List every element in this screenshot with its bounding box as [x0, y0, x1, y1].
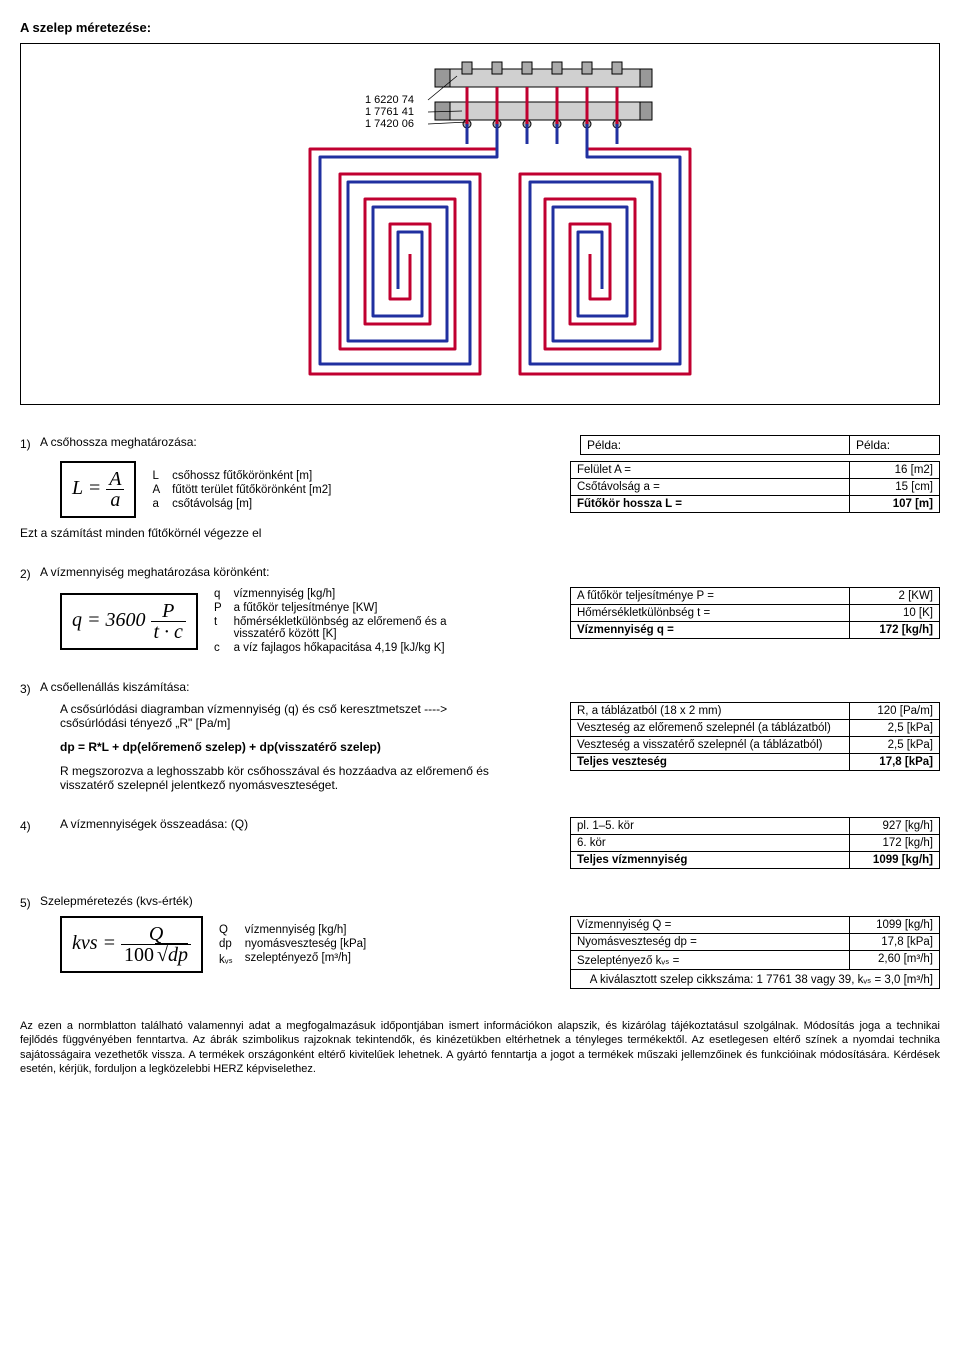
section-2-results: A fűtőkör teljesítménye P =2 [KW] Hőmérs… [570, 587, 940, 639]
section-5: 5) Szelepméretezés (kvs-érték) kvs = Q 1… [20, 894, 940, 989]
section-1-heading: A csőhossza meghatározása: [40, 435, 580, 449]
diagram-label-2: 1 7420 06 [365, 118, 414, 130]
section-3-num: 3) [20, 680, 40, 696]
formula-kvs: kvs = Q 100√dp [60, 916, 203, 973]
section-5-defs: Qvízmennyiség [kg/h] dpnyomásveszteség [… [213, 923, 372, 967]
section-3-para1: A csősúrlódási diagramban vízmennyiség (… [60, 702, 490, 730]
section-2: 2) A vízmennyiség meghatározása körönkén… [20, 565, 940, 655]
section-1-note: Ezt a számítást minden fűtőkörnél végezz… [20, 526, 940, 540]
section-2-defs: qvízmennyiség [kg/h] Pa fűtőkör teljesít… [208, 587, 488, 655]
formula-q: q = 3600 Pt · c [60, 593, 198, 650]
diagram-label-0: 1 6220 74 [365, 94, 414, 106]
section-1-num: 1) [20, 435, 40, 451]
footnote: Az ezen a normblatton található valamenn… [20, 1019, 940, 1076]
diagram-container: 1 6220 74 1 7761 41 1 7420 06 [20, 43, 940, 405]
example-header: Példa: Példa: [580, 435, 940, 455]
example-label-1: Példa: [580, 435, 850, 455]
section-3-para2: R megszorozva a leghosszabb kör csőhossz… [60, 764, 490, 792]
formula-L: L = Aa [60, 461, 136, 518]
section-4-num: 4) [20, 817, 40, 833]
section-5-footer: A kiválasztott szelep cikkszáma: 1 7761 … [571, 970, 940, 989]
section-5-heading: Szelepméretezés (kvs-érték) [40, 894, 940, 908]
section-1-results: Felület A =16 [m2] Csőtávolság a =15 [cm… [570, 461, 940, 513]
page-title: A szelep méretezése: [20, 20, 940, 35]
section-3-heading: A csőellenállás kiszámítása: [40, 680, 940, 694]
example-label-2: Példa: [850, 435, 940, 455]
section-2-heading: A vízmennyiség meghatározása körönként: [40, 565, 940, 579]
section-5-results: Vízmennyiség Q =1099 [kg/h] Nyomásveszte… [570, 916, 940, 989]
section-4-results: pl. 1–5. kör927 [kg/h] 6. kör172 [kg/h] … [570, 817, 940, 869]
section-1-defs: Lcsőhossz fűtőkörönként [m] Afűtött terü… [146, 469, 337, 511]
section-3: 3) A csőellenállás kiszámítása: A csősúr… [20, 680, 940, 792]
section-4-heading: A vízmennyiségek összeadása: (Q) [60, 817, 550, 831]
diagram-label-1: 1 7761 41 [365, 106, 414, 118]
section-3-formula-line: dp = R*L + dp(előremenő szelep) + dp(vis… [60, 740, 550, 754]
section-4: 4) A vízmennyiségek összeadása: (Q) pl. … [20, 817, 940, 869]
section-2-num: 2) [20, 565, 40, 581]
section-1: 1) A csőhossza meghatározása: Példa: Pél… [20, 435, 940, 540]
manifold-diagram: 1 6220 74 1 7761 41 1 7420 06 [250, 54, 710, 394]
section-3-results: R, a táblázatból (18 x 2 mm)120 [Pa/m] V… [570, 702, 940, 771]
section-5-num: 5) [20, 894, 40, 910]
